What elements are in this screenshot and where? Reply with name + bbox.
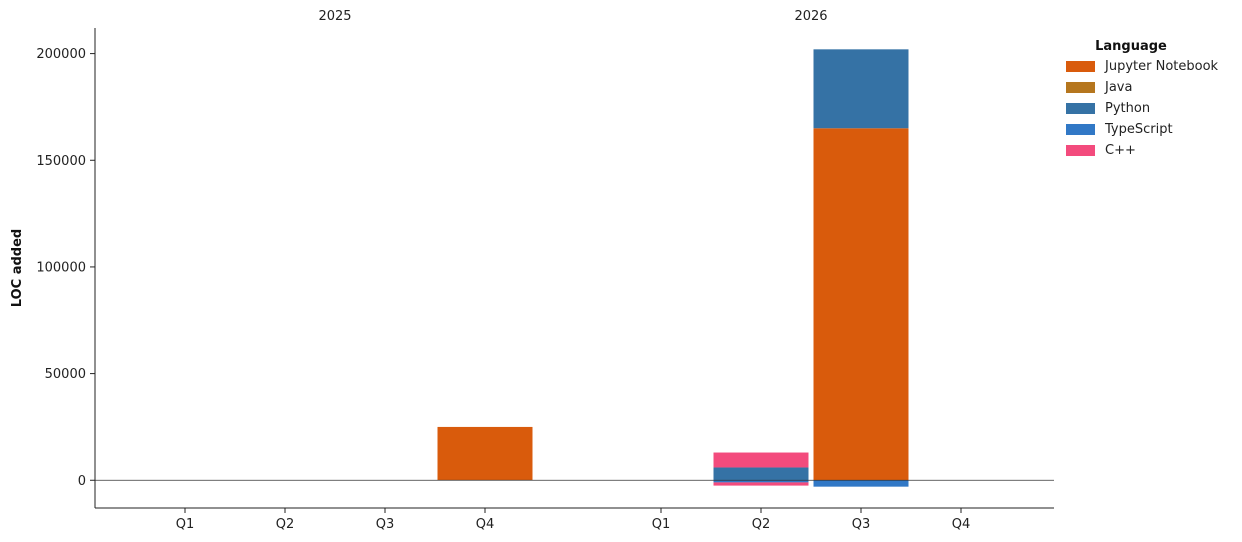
legend-swatch bbox=[1066, 103, 1095, 114]
year-labels: 2025 2026 bbox=[318, 9, 827, 24]
legend-label: C++ bbox=[1105, 143, 1136, 158]
bar-typescript bbox=[713, 480, 809, 483]
legend-item-typescript: TypeScript bbox=[1066, 119, 1236, 140]
legend-item-jupyter-notebook: Jupyter Notebook bbox=[1066, 56, 1236, 77]
bar-typescript bbox=[813, 480, 909, 487]
bar-jupyter-notebook bbox=[813, 128, 909, 481]
legend-label: Python bbox=[1105, 101, 1151, 116]
y-tick-label: 200000 bbox=[36, 47, 86, 62]
x-tick-label: Q3 bbox=[376, 517, 395, 532]
legend-swatch bbox=[1066, 124, 1095, 135]
legend-swatch bbox=[1066, 145, 1095, 156]
y-tick-label: 50000 bbox=[45, 367, 86, 382]
bar-c- bbox=[713, 482, 809, 486]
x-tick-label: Q4 bbox=[476, 517, 495, 532]
y-tick-label: 0 bbox=[78, 474, 86, 489]
x-tick-label: Q2 bbox=[752, 517, 771, 532]
legend-item-python: Python bbox=[1066, 98, 1236, 119]
x-tick-label: Q2 bbox=[276, 517, 295, 532]
x-tick-label: Q3 bbox=[852, 517, 871, 532]
legend-swatch bbox=[1066, 82, 1095, 93]
group-label-2025: 2025 bbox=[318, 9, 351, 24]
bar-c- bbox=[713, 452, 809, 468]
x-ticks: Q1 Q2 Q3 Q4 Q1 Q2 Q3 Q4 bbox=[176, 508, 971, 532]
y-tick-label: 150000 bbox=[36, 154, 86, 169]
legend: Language Jupyter Notebook Java Python TypeS… bbox=[1066, 38, 1236, 161]
legend-label: TypeScript bbox=[1105, 122, 1173, 137]
y-tick-label: 100000 bbox=[36, 260, 86, 275]
bars-layer bbox=[437, 49, 909, 487]
x-tick-label: Q4 bbox=[952, 517, 971, 532]
bar-python bbox=[713, 467, 809, 481]
bar-jupyter-notebook bbox=[437, 426, 533, 481]
legend-item-c-: C++ bbox=[1066, 140, 1236, 161]
legend-item-java: Java bbox=[1066, 77, 1236, 98]
bar-python bbox=[813, 49, 909, 129]
x-tick-label: Q1 bbox=[652, 517, 671, 532]
x-tick-label: Q1 bbox=[176, 517, 195, 532]
legend-label: Jupyter Notebook bbox=[1105, 59, 1219, 74]
group-label-2026: 2026 bbox=[794, 9, 827, 24]
y-axis-title: LOC added bbox=[10, 229, 25, 307]
y-ticks: 0 50000 100000 150000 200000 bbox=[36, 47, 95, 489]
legend-title: Language bbox=[1095, 39, 1167, 54]
legend-swatch bbox=[1066, 61, 1095, 72]
legend-label: Java bbox=[1105, 80, 1133, 95]
legend-items: Jupyter Notebook Java Python TypeScript C++ bbox=[1066, 56, 1236, 161]
